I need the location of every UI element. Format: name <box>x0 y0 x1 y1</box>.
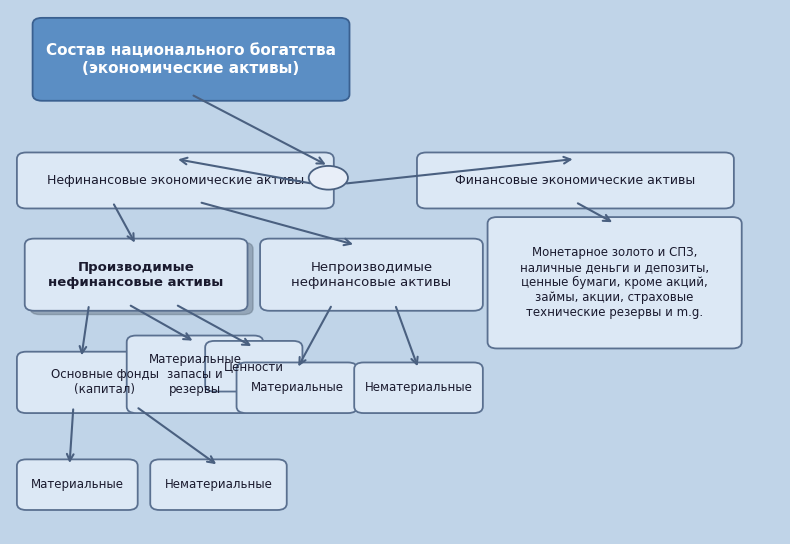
Text: Нефинансовые экономические активы: Нефинансовые экономические активы <box>47 174 304 187</box>
FancyBboxPatch shape <box>236 362 357 413</box>
Text: Материальные: Материальные <box>31 478 124 491</box>
FancyBboxPatch shape <box>24 239 247 311</box>
FancyBboxPatch shape <box>30 243 253 314</box>
FancyBboxPatch shape <box>17 152 334 208</box>
Text: Материальные
запасы и
резервы: Материальные запасы и резервы <box>149 353 242 396</box>
FancyBboxPatch shape <box>487 217 742 349</box>
FancyBboxPatch shape <box>32 18 349 101</box>
Text: Непроизводимые
нефинансовые активы: Непроизводимые нефинансовые активы <box>292 261 452 289</box>
FancyBboxPatch shape <box>17 351 193 413</box>
Text: Материальные: Материальные <box>250 381 344 394</box>
Text: Монетарное золото и СПЗ,
наличные деньги и депозиты,
ценные бумаги, кроме акций,: Монетарное золото и СПЗ, наличные деньги… <box>520 246 709 319</box>
Text: Основные фонды
(капитал): Основные фонды (капитал) <box>51 368 159 397</box>
Text: Нематериальные: Нематериальные <box>164 478 273 491</box>
Text: Финансовые экономические активы: Финансовые экономические активы <box>455 174 695 187</box>
FancyBboxPatch shape <box>17 459 137 510</box>
Text: Производимые
нефинансовые активы: Производимые нефинансовые активы <box>48 261 224 289</box>
Ellipse shape <box>309 166 348 190</box>
Text: Нематериальные: Нематериальные <box>365 381 472 394</box>
FancyBboxPatch shape <box>205 341 303 392</box>
Text: Состав национального богатства
(экономические активы): Состав национального богатства (экономич… <box>46 43 336 76</box>
FancyBboxPatch shape <box>417 152 734 208</box>
FancyBboxPatch shape <box>354 362 483 413</box>
Text: Ценности: Ценности <box>224 360 284 373</box>
FancyBboxPatch shape <box>150 459 287 510</box>
FancyBboxPatch shape <box>260 239 483 311</box>
FancyBboxPatch shape <box>126 336 263 413</box>
